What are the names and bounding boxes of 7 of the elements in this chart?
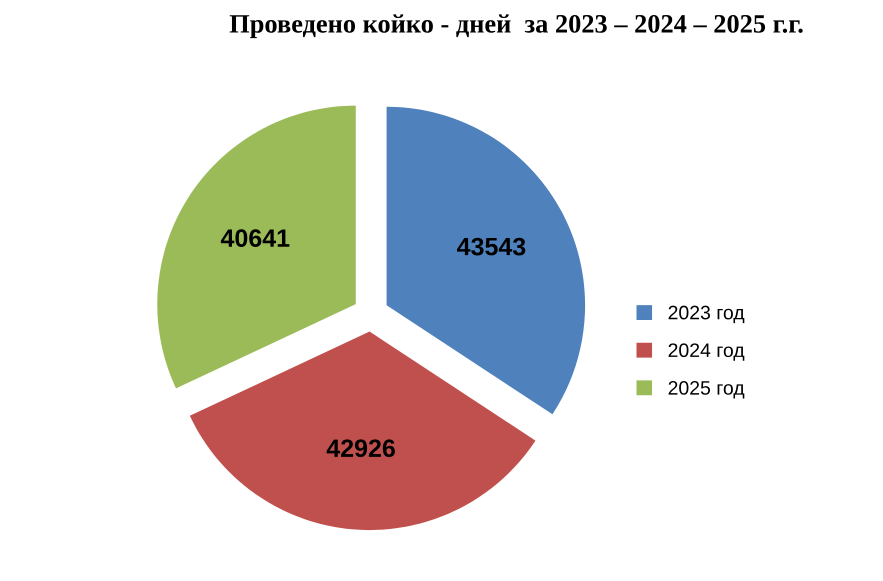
legend-label: 2023 год (668, 306, 744, 324)
data-label: 43543 (457, 238, 526, 256)
legend-label: 2025 год (668, 381, 744, 398)
legend-label: 2024 год (668, 343, 744, 361)
data-label: 42926 (326, 439, 395, 458)
data-label: 40641 (220, 229, 290, 247)
chart-title: Проведено койко - дней за 2023 – 2024 – 2025 г.г. (230, 14, 803, 38)
